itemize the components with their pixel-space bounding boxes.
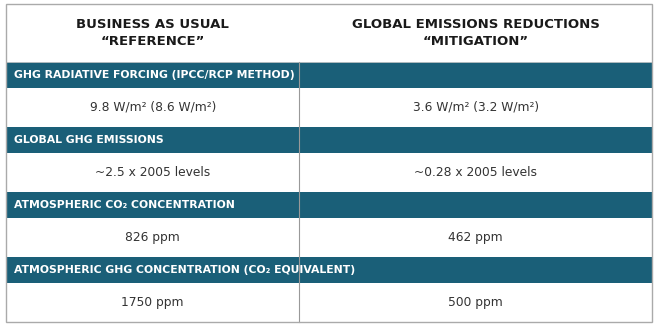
Bar [6, 257, 652, 283]
Text: ATMOSPHERIC CO₂ CONCENTRATION: ATMOSPHERIC CO₂ CONCENTRATION [14, 200, 235, 210]
Bar [6, 283, 299, 322]
Text: GLOBAL EMISSIONS REDUCTIONS
“MITIGATION”: GLOBAL EMISSIONS REDUCTIONS “MITIGATION” [352, 18, 599, 48]
Bar [6, 88, 299, 127]
Text: ~2.5 x 2005 levels: ~2.5 x 2005 levels [95, 166, 211, 179]
Text: 3.6 W/m² (3.2 W/m²): 3.6 W/m² (3.2 W/m²) [413, 101, 539, 114]
Bar [299, 153, 652, 192]
Text: BUSINESS AS USUAL
“REFERENCE”: BUSINESS AS USUAL “REFERENCE” [76, 18, 229, 48]
Bar [6, 218, 299, 257]
Text: GLOBAL GHG EMISSIONS: GLOBAL GHG EMISSIONS [14, 135, 164, 145]
Bar [6, 4, 299, 62]
Bar [6, 62, 652, 88]
Text: 462 ppm: 462 ppm [448, 231, 503, 244]
Bar [299, 88, 652, 127]
Text: 9.8 W/m² (8.6 W/m²): 9.8 W/m² (8.6 W/m²) [89, 101, 216, 114]
Text: 826 ppm: 826 ppm [125, 231, 180, 244]
Text: ~0.28 x 2005 levels: ~0.28 x 2005 levels [414, 166, 537, 179]
Bar [299, 283, 652, 322]
Bar [6, 192, 652, 218]
Bar [299, 218, 652, 257]
Text: 500 ppm: 500 ppm [448, 296, 503, 309]
Bar [6, 153, 299, 192]
Bar [6, 127, 652, 153]
Text: ATMOSPHERIC GHG CONCENTRATION (CO₂ EQUIVALENT): ATMOSPHERIC GHG CONCENTRATION (CO₂ EQUIV… [14, 265, 355, 275]
Text: GHG RADIATIVE FORCING (IPCC/RCP METHOD): GHG RADIATIVE FORCING (IPCC/RCP METHOD) [14, 70, 295, 80]
Bar [299, 4, 652, 62]
Text: 1750 ppm: 1750 ppm [122, 296, 184, 309]
